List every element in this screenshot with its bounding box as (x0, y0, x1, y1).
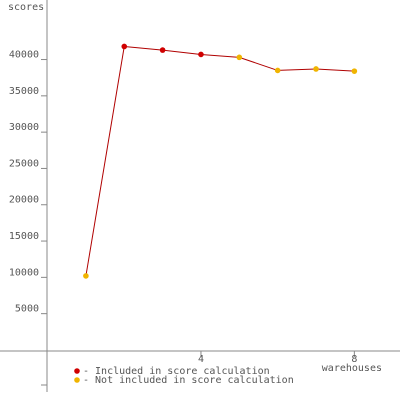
series-line (124, 45, 163, 51)
y-tick-label: 35000 (9, 86, 39, 97)
point (351, 68, 358, 74)
y-tick-label: 5000 (15, 304, 39, 315)
y-tick-label: 15000 (9, 231, 39, 242)
point (313, 66, 319, 72)
x-tick-label: 4 (198, 354, 204, 365)
y-tick-label: 20000 (9, 195, 39, 206)
x-axis-label: warehouses (322, 363, 382, 374)
legend-label: - Included in score calculation (83, 366, 270, 377)
point (83, 273, 89, 279)
series-line (200, 53, 240, 58)
y-tick-label: 25000 (9, 158, 39, 169)
series-line (85, 46, 125, 276)
series-line (162, 49, 202, 55)
series-line (239, 56, 278, 71)
y-tick-label: 10000 (9, 267, 39, 278)
y-axis-label: scores (8, 2, 44, 13)
series-line (277, 68, 317, 71)
legend-label: - Not included in score calculation (83, 375, 294, 386)
point (159, 47, 166, 53)
y-tick-label: 30000 (9, 122, 39, 133)
x-tick-label: 8 (351, 354, 357, 365)
point (236, 54, 243, 61)
point (198, 51, 204, 58)
series-line (315, 68, 355, 72)
legend-marker (74, 377, 80, 383)
point (274, 67, 281, 74)
y-tick-label: 40000 (9, 50, 39, 61)
point (121, 43, 128, 50)
legend-marker (74, 368, 80, 374)
